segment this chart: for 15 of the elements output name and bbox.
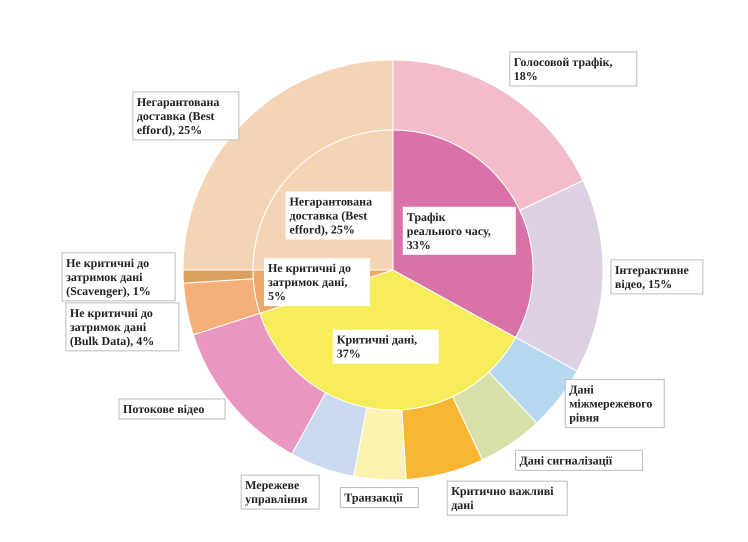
slice-label: Не критичні до затримок дані (Scavenger), 1% — [66, 256, 151, 298]
slice-label: Негарантована доставка (Best efford), 25% — [290, 194, 372, 237]
slice-label: Дані сигналізації — [520, 453, 613, 468]
slice-label: Не критичні до затримок дані, 5% — [268, 261, 352, 304]
slice-label: Транзакції — [344, 490, 404, 505]
slice-label: Критичні дані, 37% — [336, 332, 418, 361]
slice-label: Дані міжмережевого рівня — [569, 382, 652, 425]
slice-label: Потокове відео — [123, 402, 204, 416]
slice-label: Мережеве управління — [245, 478, 308, 506]
slice-label: Трафік реального часу, 33% — [406, 210, 491, 252]
slice-label: Негарантована доставка (Best efford), 25% — [136, 94, 220, 137]
slice-label: Інтерактивне відео, 15% — [614, 262, 690, 291]
slice-label: Не критичні до затримок дані (Bulk Data), 4% — [70, 306, 154, 348]
slice-label: Критично важливі дані — [451, 484, 554, 512]
slice-label: Голосовой трафік, 18% — [514, 54, 613, 83]
